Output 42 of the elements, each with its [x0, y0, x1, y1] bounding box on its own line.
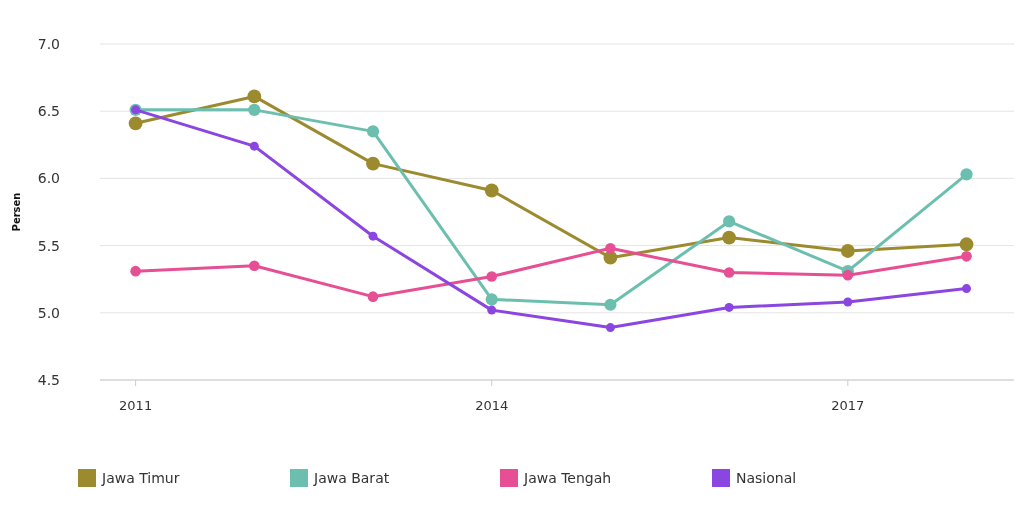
point: [486, 271, 498, 282]
y-axis-title: Persen: [11, 192, 22, 232]
legend-label: Jawa Timur: [101, 469, 180, 486]
y-tick-label: 6.0: [37, 170, 60, 187]
point: [247, 89, 262, 104]
point: [367, 291, 379, 302]
legend-label: Jawa Tengah: [523, 469, 612, 486]
point: [368, 231, 378, 241]
x-tick-label: 2014: [475, 398, 509, 413]
y-tick-label: 7.0: [37, 35, 60, 52]
y-tick-label: 4.5: [37, 371, 60, 388]
point: [604, 298, 617, 311]
y-tick-label: 5.0: [37, 304, 60, 321]
point: [484, 183, 499, 198]
point: [723, 267, 735, 278]
point: [842, 269, 854, 281]
point: [960, 168, 973, 181]
y-tick-label: 5.5: [37, 237, 60, 254]
x-tick-label: 2011: [119, 398, 153, 413]
point: [722, 230, 737, 245]
point: [724, 302, 734, 312]
y-tick-label: 6.5: [37, 103, 60, 120]
x-tick-label: 2017: [831, 398, 865, 413]
point: [605, 242, 616, 254]
point: [248, 103, 261, 116]
point: [366, 156, 380, 171]
point: [840, 244, 855, 258]
point: [605, 323, 615, 333]
point: [962, 284, 972, 294]
point: [249, 260, 260, 272]
point: [130, 265, 141, 277]
point: [487, 305, 497, 315]
legend-label: Jawa Barat: [313, 469, 390, 486]
point: [485, 293, 498, 306]
point: [249, 141, 259, 151]
point: [843, 297, 853, 307]
point: [723, 215, 736, 228]
point: [959, 237, 974, 252]
point: [128, 116, 143, 131]
point: [961, 251, 972, 262]
point: [366, 125, 380, 138]
legend-label: Nasional: [736, 469, 797, 486]
